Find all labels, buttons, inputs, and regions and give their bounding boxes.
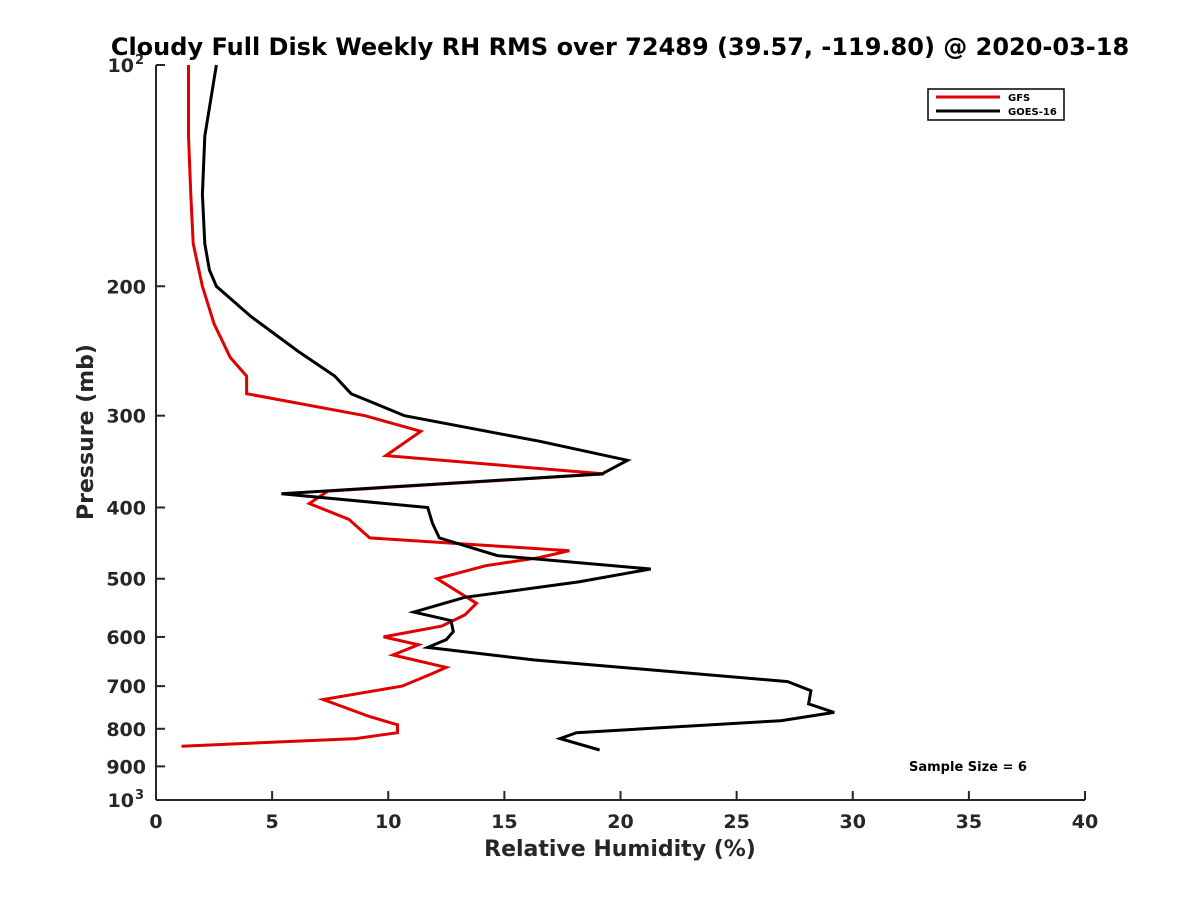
y-tick-label: 800 xyxy=(106,719,146,741)
y-tick-label: 900 xyxy=(106,756,146,778)
x-tick-label: 15 xyxy=(491,811,517,833)
chart-title: Cloudy Full Disk Weekly RH RMS over 7248… xyxy=(111,33,1129,61)
y-tick-label: 600 xyxy=(106,627,146,649)
legend-label: GFS xyxy=(1008,93,1030,104)
x-tick-label: 0 xyxy=(149,811,162,833)
legend-box xyxy=(927,88,1065,121)
y-tick-label: 300 xyxy=(106,406,146,428)
y-tick-label-exponent: 2 xyxy=(135,53,144,68)
y-tick-label: 200 xyxy=(106,276,146,298)
y-tick-label: 500 xyxy=(106,569,146,591)
y-tick-label: 10 xyxy=(108,55,134,77)
sample-size-annotation: Sample Size = 6 xyxy=(909,760,1027,775)
y-tick-label: 400 xyxy=(106,498,146,520)
x-tick-label: 40 xyxy=(1072,811,1098,833)
x-tick-label: 35 xyxy=(956,811,982,833)
y-tick-label-exponent: 3 xyxy=(135,788,144,803)
y-tick-label: 700 xyxy=(106,676,146,698)
legend: GFS GOES-16 xyxy=(927,88,1065,121)
x-tick-label: 30 xyxy=(840,811,866,833)
series-line-gfs xyxy=(181,65,605,748)
x-tick-label: 25 xyxy=(723,811,749,833)
x-tick-label: 20 xyxy=(607,811,633,833)
x-tick-label: 10 xyxy=(375,811,401,833)
x-axis-label: Relative Humidity (%) xyxy=(484,837,756,862)
legend-label: GOES-16 xyxy=(1008,107,1057,118)
series-line-goes-16 xyxy=(200,64,835,752)
x-tick-label: 5 xyxy=(266,811,279,833)
y-axis-label: Pressure (mb) xyxy=(74,344,99,520)
y-tick-label: 10 xyxy=(108,790,134,812)
